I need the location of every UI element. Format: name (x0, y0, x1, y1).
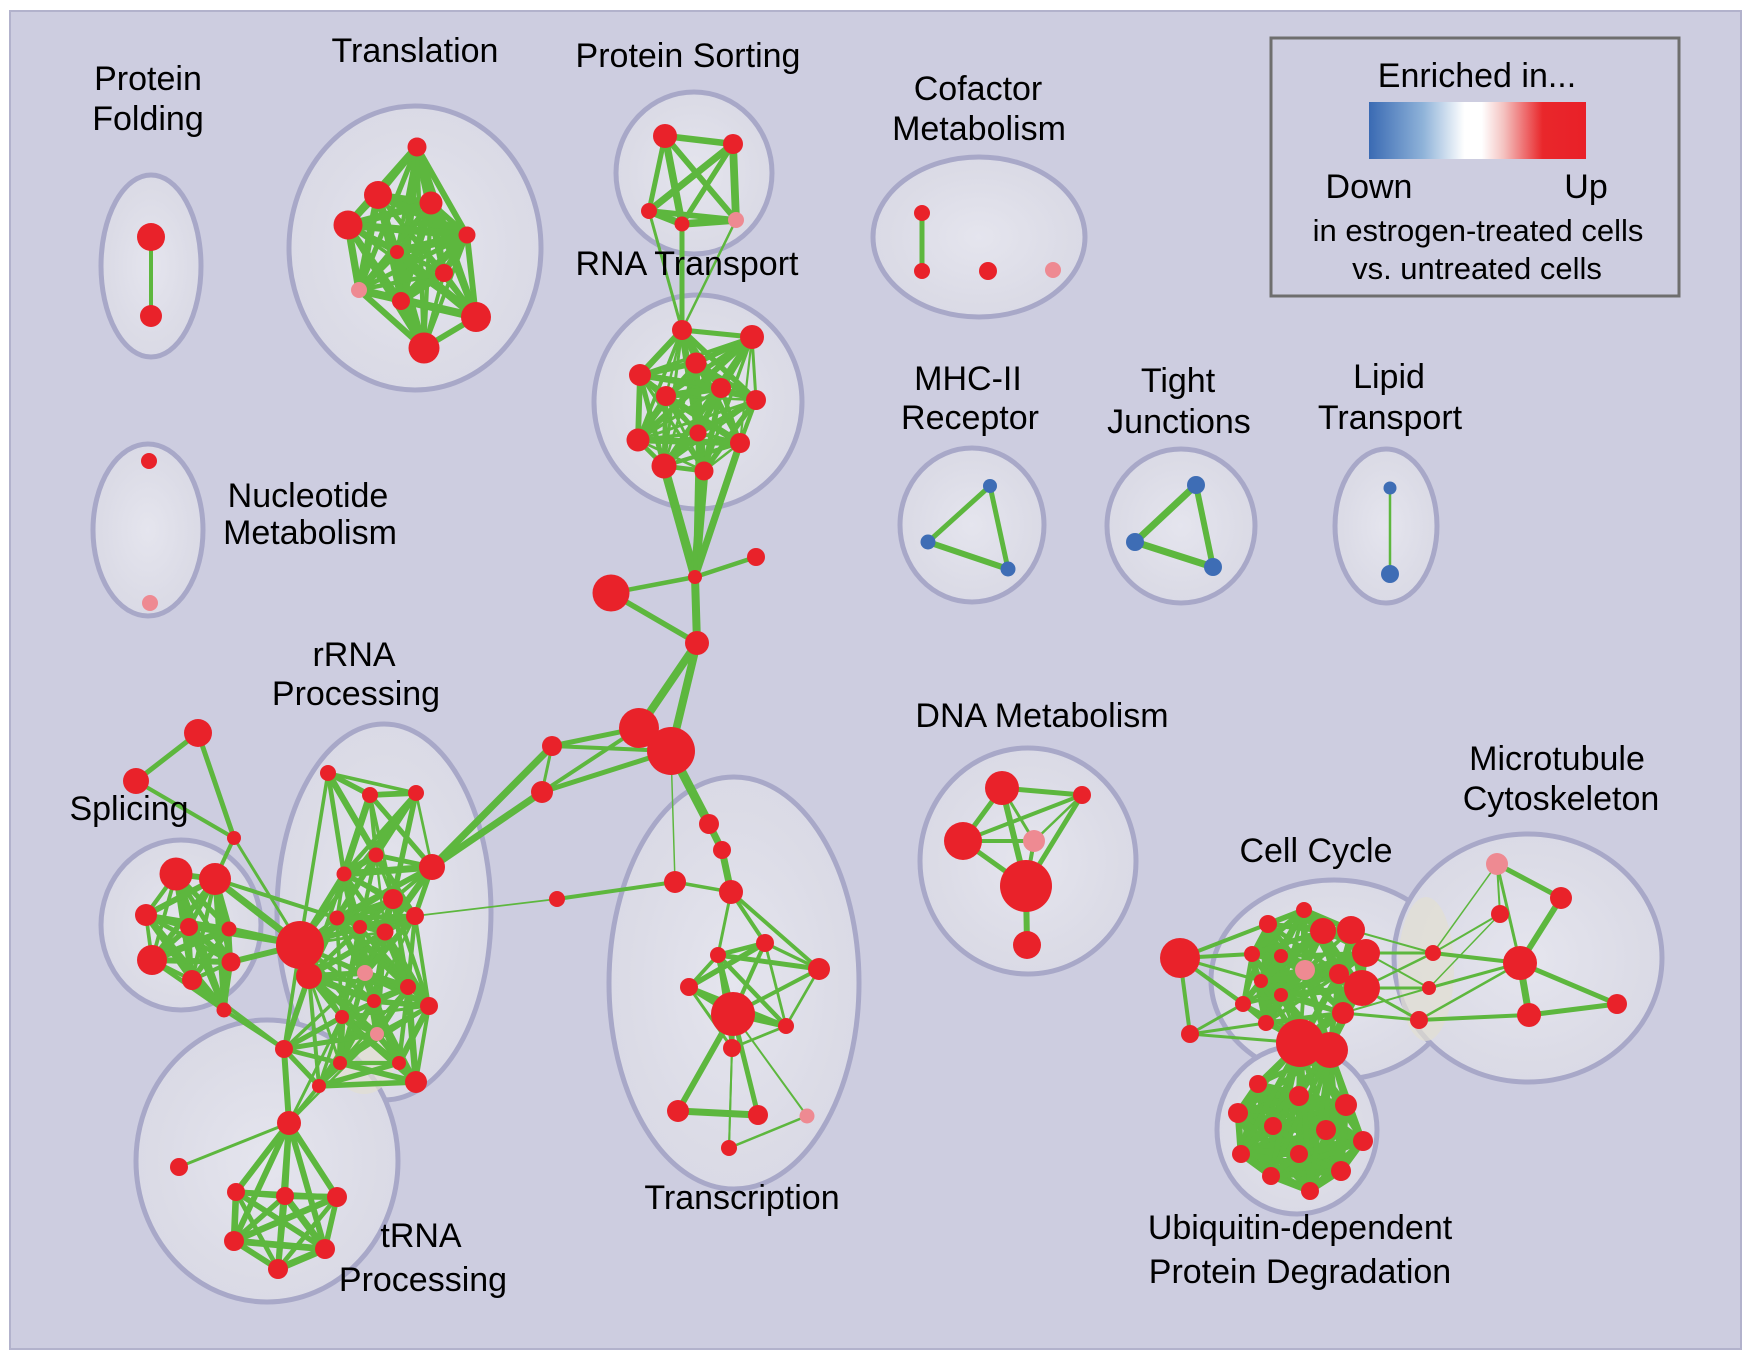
svg-text:Metabolism: Metabolism (892, 110, 1066, 148)
svg-text:DNA Metabolism: DNA Metabolism (915, 697, 1168, 735)
svg-text:Protein: Protein (94, 60, 202, 98)
svg-text:Enriched in...: Enriched in... (1378, 57, 1576, 95)
svg-text:Tight: Tight (1141, 362, 1216, 400)
svg-text:MHC-II: MHC-II (914, 360, 1022, 398)
svg-text:Splicing: Splicing (69, 790, 188, 828)
svg-text:Junctions: Junctions (1107, 403, 1251, 441)
svg-text:Down: Down (1326, 168, 1413, 206)
svg-text:Protein Degradation: Protein Degradation (1149, 1253, 1451, 1291)
svg-text:Processing: Processing (272, 675, 440, 713)
svg-text:Protein Sorting: Protein Sorting (576, 37, 801, 75)
svg-text:Transport: Transport (1318, 399, 1463, 437)
svg-text:in estrogen-treated cells: in estrogen-treated cells (1313, 213, 1644, 248)
svg-text:Cell Cycle: Cell Cycle (1239, 832, 1392, 870)
svg-text:Transcription: Transcription (644, 1179, 839, 1217)
svg-text:RNA Transport: RNA Transport (576, 245, 800, 283)
svg-text:Cytoskeleton: Cytoskeleton (1463, 780, 1660, 818)
svg-text:rRNA: rRNA (312, 636, 395, 674)
svg-text:Ubiquitin-dependent: Ubiquitin-dependent (1148, 1209, 1453, 1247)
svg-text:Nucleotide: Nucleotide (228, 477, 389, 515)
svg-text:Up: Up (1564, 168, 1607, 206)
svg-text:vs. untreated cells: vs. untreated cells (1352, 251, 1602, 286)
svg-text:Processing: Processing (339, 1261, 507, 1299)
svg-text:Folding: Folding (92, 100, 204, 138)
svg-text:tRNA: tRNA (380, 1217, 462, 1255)
svg-text:Lipid: Lipid (1353, 358, 1425, 396)
svg-text:Metabolism: Metabolism (223, 514, 397, 552)
svg-text:Microtubule: Microtubule (1469, 740, 1645, 778)
svg-text:Translation: Translation (332, 32, 499, 70)
svg-text:Cofactor: Cofactor (914, 70, 1043, 108)
svg-text:Receptor: Receptor (901, 399, 1039, 437)
